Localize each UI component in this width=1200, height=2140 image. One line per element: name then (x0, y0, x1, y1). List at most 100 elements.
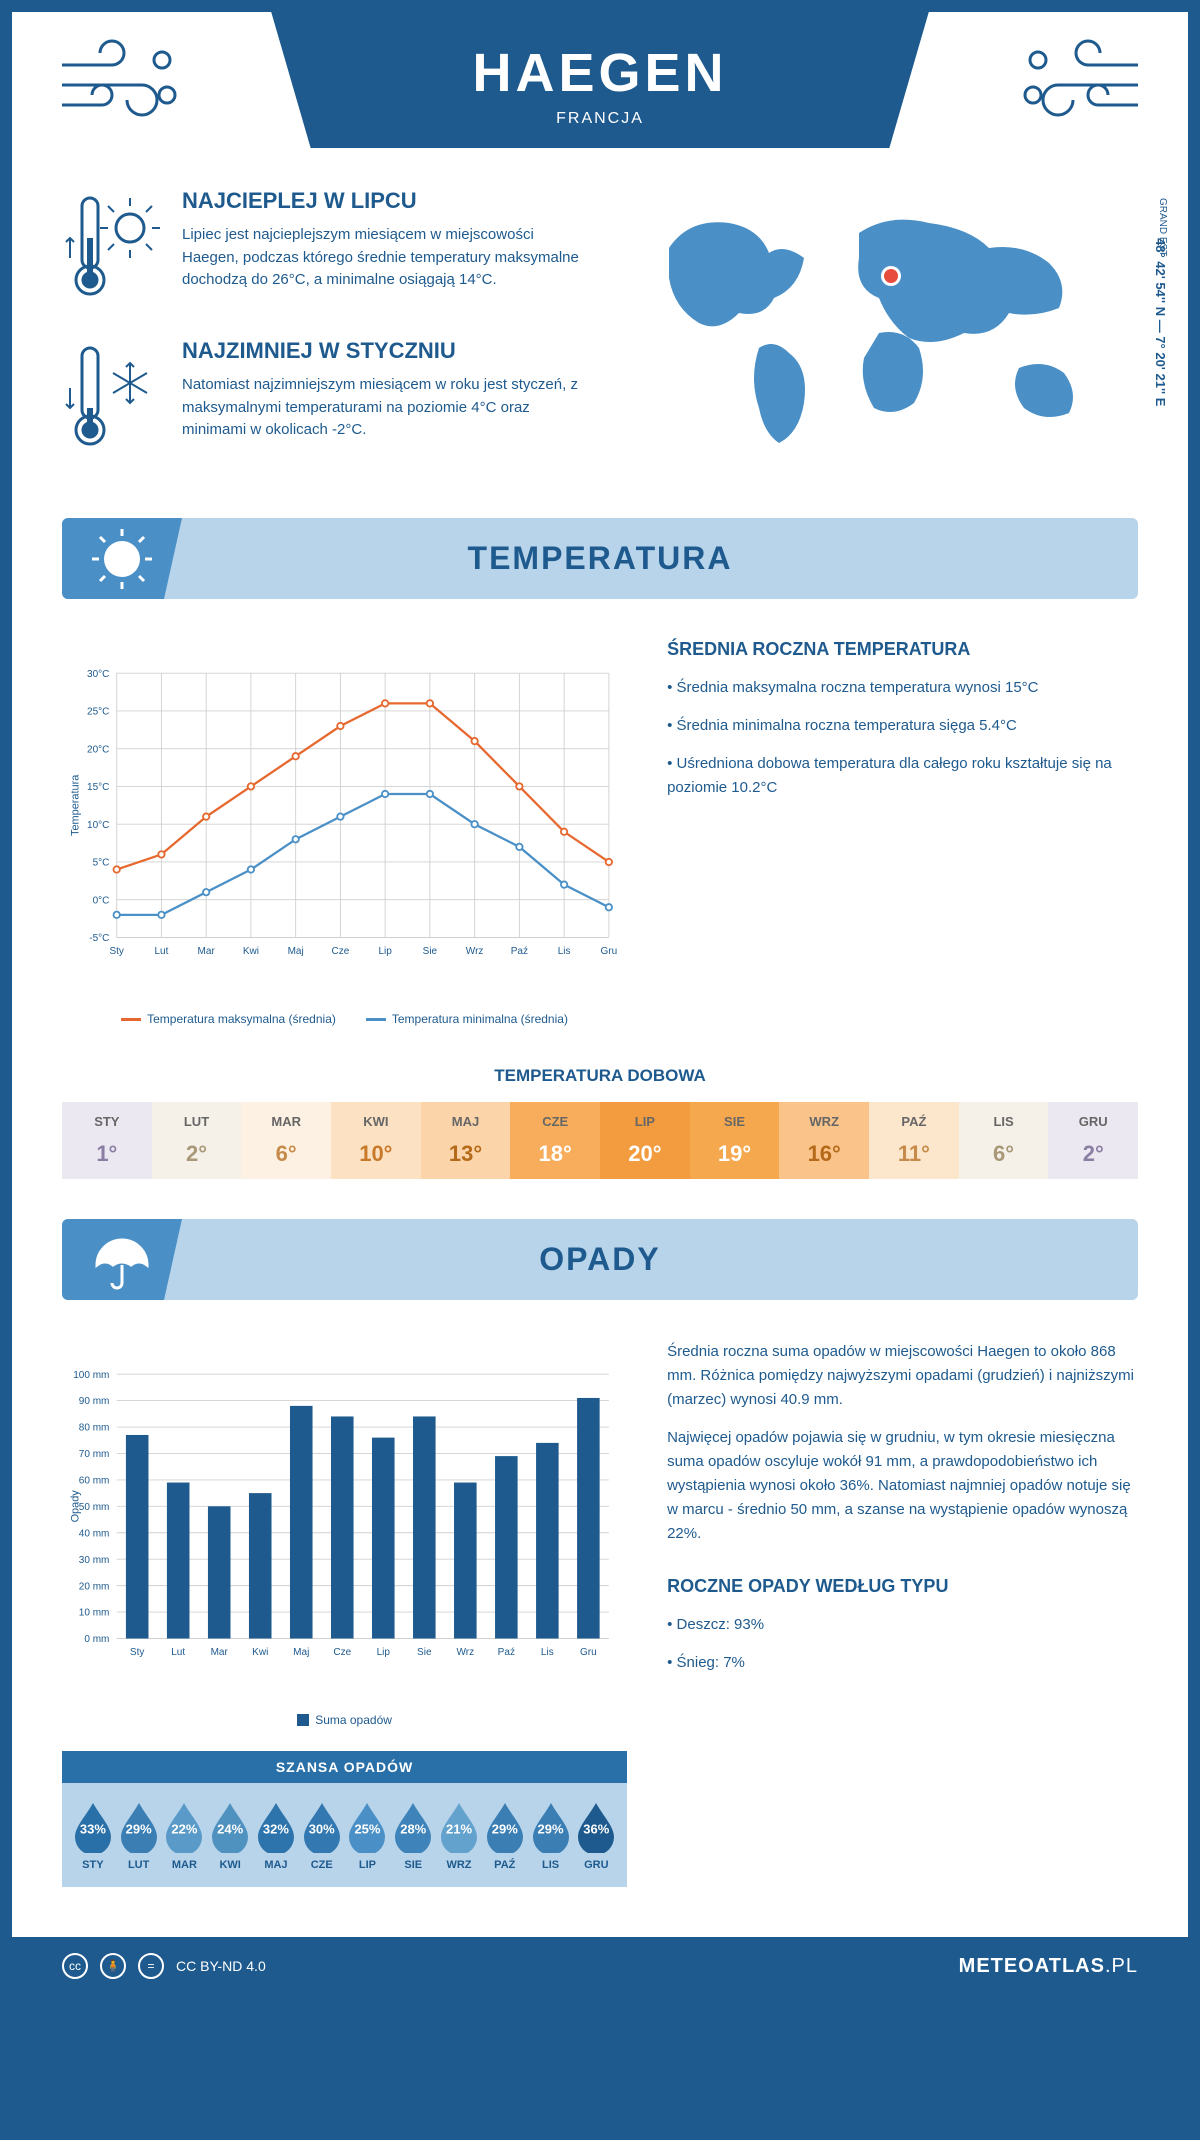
svg-text:25°C: 25°C (87, 707, 109, 718)
svg-text:30 mm: 30 mm (79, 1555, 110, 1566)
rain-chance: SZANSA OPADÓW 33% STY 29% LUT 22% MAR 24… (62, 1751, 627, 1897)
drop-cell: 29% LUT (116, 1799, 162, 1871)
intro-section: NAJCIEPLEJ W LIPCU Lipiec jest najcieple… (12, 148, 1188, 518)
raindrop-icon: 22% (162, 1799, 206, 1853)
drop-cell: 30% CZE (299, 1799, 345, 1871)
footer: cc 🧍 = CC BY-ND 4.0 METEOATLAS.PL (12, 1937, 1188, 1995)
warmest-title: NAJCIEPLEJ W LIPCU (182, 188, 580, 214)
temp-cell: LIS6° (959, 1102, 1049, 1179)
svg-text:Sie: Sie (417, 1647, 432, 1658)
svg-text:60 mm: 60 mm (79, 1476, 110, 1487)
raindrop-icon: 30% (300, 1799, 344, 1853)
precip-para: Średnia roczna suma opadów w miejscowośc… (667, 1340, 1138, 1412)
drop-cell: 29% PAŹ (482, 1799, 528, 1871)
temp-cell: MAR6° (241, 1102, 331, 1179)
precipitation-legend: Suma opadów (62, 1713, 627, 1727)
warmest-desc: Lipiec jest najcieplejszym miesiącem w m… (182, 224, 580, 292)
by-icon: 🧍 (100, 1953, 126, 1979)
temp-bullet: Uśredniona dobowa temperatura dla całego… (667, 752, 1138, 800)
raindrop-icon: 36% (574, 1799, 618, 1853)
coords-label: 48° 42' 54'' N — 7° 20' 21'' E (1153, 238, 1168, 406)
footer-left: cc 🧍 = CC BY-ND 4.0 (62, 1953, 266, 1979)
svg-text:0°C: 0°C (93, 895, 110, 906)
temperature-title: TEMPERATURA (468, 540, 733, 576)
temp-cell: PAŹ11° (869, 1102, 959, 1179)
svg-text:Gru: Gru (580, 1647, 597, 1658)
precipitation-content: 0 mm10 mm20 mm30 mm40 mm50 mm60 mm70 mm8… (12, 1300, 1188, 1937)
intro-right: GRAND EST 48° 42' 54'' N — 7° 20' 21'' E (620, 188, 1138, 488)
temp-cell: GRU2° (1048, 1102, 1138, 1179)
drop-cell: 21% WRZ (436, 1799, 482, 1871)
raindrop-icon: 29% (117, 1799, 161, 1853)
wind-icon-right (1008, 35, 1148, 125)
world-map-icon (620, 188, 1138, 468)
raindrop-icon: 29% (483, 1799, 527, 1853)
svg-text:Lis: Lis (558, 946, 571, 957)
temperature-section-header: TEMPERATURA (62, 518, 1138, 599)
temperature-content: -5°C0°C5°C10°C15°C20°C25°C30°CStyLutMarK… (12, 599, 1188, 1066)
legend-swatch (297, 1714, 309, 1726)
raindrop-icon: 24% (208, 1799, 252, 1853)
temperature-summary: ŚREDNIA ROCZNA TEMPERATURA Średnia maksy… (667, 639, 1138, 1026)
svg-text:Cze: Cze (333, 1647, 351, 1658)
svg-text:Sty: Sty (130, 1647, 144, 1658)
svg-text:Mar: Mar (198, 946, 216, 957)
precipitation-chart-col: 0 mm10 mm20 mm30 mm40 mm50 mm60 mm70 mm8… (62, 1340, 627, 1897)
thermometer-hot-icon (62, 188, 162, 308)
coldest-block: NAJZIMNIEJ W STYCZNIU Natomiast najzimni… (62, 338, 580, 458)
site-tld: .PL (1105, 1955, 1138, 1977)
svg-text:Mar: Mar (211, 1647, 229, 1658)
svg-text:Wrz: Wrz (466, 946, 484, 957)
umbrella-section-icon (62, 1219, 182, 1300)
temp-summary-title: ŚREDNIA ROCZNA TEMPERATURA (667, 639, 1138, 660)
drop-cell: 25% LIP (345, 1799, 391, 1871)
svg-text:Cze: Cze (331, 946, 349, 957)
cc-icon: cc (62, 1953, 88, 1979)
precip-paragraphs: Średnia roczna suma opadów w miejscowośc… (667, 1340, 1138, 1546)
svg-text:50 mm: 50 mm (79, 1502, 110, 1513)
svg-text:0 mm: 0 mm (84, 1634, 109, 1645)
svg-text:Maj: Maj (293, 1647, 309, 1658)
svg-text:100 mm: 100 mm (73, 1370, 109, 1381)
temperature-legend: Temperatura maksymalna (średnia)Temperat… (62, 1012, 627, 1026)
svg-text:5°C: 5°C (93, 858, 110, 869)
sun-section-icon (62, 518, 182, 599)
precip-type-item: Śnieg: 7% (667, 1651, 1138, 1675)
svg-text:10°C: 10°C (87, 820, 109, 831)
temp-cell: KWI10° (331, 1102, 421, 1179)
precipitation-section-header: OPADY (62, 1219, 1138, 1300)
daily-temperature: TEMPERATURA DOBOWA STY1°LUT2°MAR6°KWI10°… (12, 1066, 1188, 1219)
rain-chance-title: SZANSA OPADÓW (62, 1751, 627, 1783)
temp-cell: SIE19° (690, 1102, 780, 1179)
drop-cell: 33% STY (70, 1799, 116, 1871)
raindrop-icon: 28% (391, 1799, 435, 1853)
coldest-title: NAJZIMNIEJ W STYCZNIU (182, 338, 580, 364)
legend-item: Suma opadów (297, 1713, 392, 1727)
temp-cell: WRZ16° (779, 1102, 869, 1179)
svg-text:15°C: 15°C (87, 782, 109, 793)
svg-text:Temperatura: Temperatura (69, 774, 81, 836)
city-name: HAEGEN (271, 42, 929, 104)
temp-bullet: Średnia maksymalna roczna temperatura wy… (667, 676, 1138, 700)
nd-icon: = (138, 1953, 164, 1979)
drop-cell: 22% MAR (162, 1799, 208, 1871)
svg-text:Lip: Lip (377, 1647, 391, 1658)
drop-cell: 28% SIE (390, 1799, 436, 1871)
svg-text:20°C: 20°C (87, 744, 109, 755)
svg-text:20 mm: 20 mm (79, 1581, 110, 1592)
svg-text:Lip: Lip (378, 946, 392, 957)
svg-text:Paź: Paź (498, 1647, 515, 1658)
temperature-chart-col: -5°C0°C5°C10°C15°C20°C25°C30°CStyLutMarK… (62, 639, 627, 1026)
svg-text:-5°C: -5°C (89, 933, 109, 944)
svg-text:Wrz: Wrz (457, 1647, 475, 1658)
header-row: HAEGEN FRANCJA (12, 12, 1188, 148)
footer-site[interactable]: METEOATLAS.PL (959, 1955, 1138, 1978)
raindrop-icon: 25% (345, 1799, 389, 1853)
daily-temp-table: STY1°LUT2°MAR6°KWI10°MAJ13°CZE18°LIP20°S… (62, 1102, 1138, 1179)
temp-bullets: Średnia maksymalna roczna temperatura wy… (667, 676, 1138, 800)
raindrop-icon: 29% (529, 1799, 573, 1853)
svg-text:Lis: Lis (541, 1647, 554, 1658)
header-banner: HAEGEN FRANCJA (271, 12, 929, 148)
svg-text:Paź: Paź (511, 946, 528, 957)
warmest-block: NAJCIEPLEJ W LIPCU Lipiec jest najcieple… (62, 188, 580, 308)
